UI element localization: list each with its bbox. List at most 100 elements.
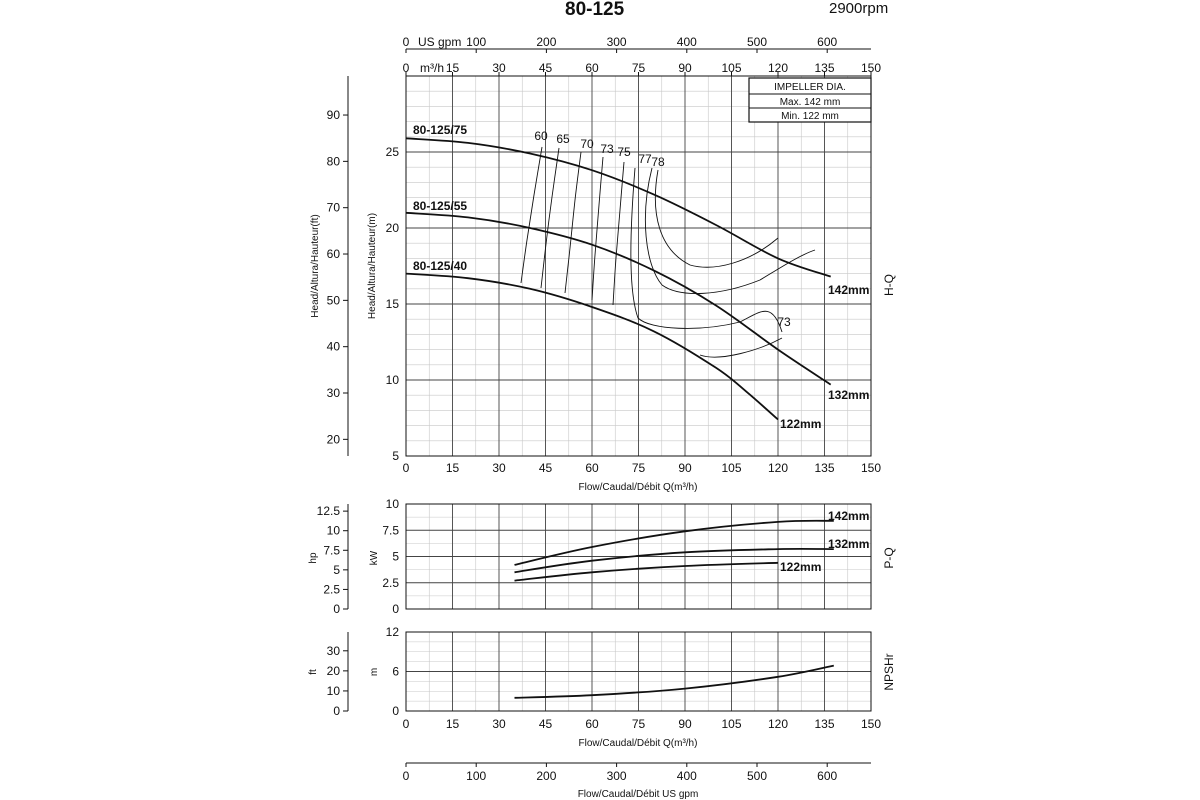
hq-x-tick-label: 30 <box>492 461 506 475</box>
pq-kw-axis-label: kW <box>369 550 380 565</box>
top-m3h-tick-label: 0 <box>403 61 410 75</box>
ft-axis-tick-label: 90 <box>327 108 341 122</box>
impeller-legend-title: IMPELLER DIA. <box>774 82 846 93</box>
hp-axis-tick-label: 12.5 <box>317 504 341 518</box>
hp-axis-label: hp <box>308 552 319 564</box>
efficiency-iso-line <box>654 169 779 268</box>
hq-x-tick-label: 15 <box>446 461 460 475</box>
pq-kw-tick-label: 7.5 <box>382 523 399 537</box>
npsh-m-tick-label: 6 <box>392 665 399 679</box>
efficiency-iso-line <box>591 156 604 301</box>
hq-x-tick-label: 75 <box>632 461 646 475</box>
npsh-x-tick-label: 120 <box>768 717 788 731</box>
hq-x-tick-label: 150 <box>861 461 881 475</box>
npsh-ft-axis-label: ft <box>308 669 319 675</box>
top-gpm-unit-label: US gpm <box>418 35 461 49</box>
hq-curve-model-label: 80-125/55 <box>413 199 467 213</box>
ft-axis-tick-label: 40 <box>327 340 341 354</box>
efficiency-label: 70 <box>580 137 594 151</box>
hp-axis-tick-label: 2.5 <box>323 582 340 596</box>
hp-axis-tick-label: 10 <box>327 524 341 538</box>
top-m3h-tick-label: 135 <box>814 61 834 75</box>
hq-curve-model-label: 80-125/75 <box>413 123 467 137</box>
hq-curve-122mm <box>405 272 779 421</box>
npsh-x-tick-label: 150 <box>861 717 881 731</box>
hq-y-tick-label: 15 <box>386 297 400 311</box>
npsh-x-tick-label: 45 <box>539 717 553 731</box>
npsh-x-tick-label: 135 <box>814 717 834 731</box>
pq-section-label: P-Q <box>882 547 896 568</box>
npsh-x-tick-label: 105 <box>721 717 741 731</box>
npsh-x-tick-label: 75 <box>632 717 646 731</box>
efficiency-label: 75 <box>617 145 631 159</box>
hp-axis-tick-label: 5 <box>333 563 340 577</box>
efficiency-iso-line <box>520 146 543 284</box>
top-m3h-tick-label: 15 <box>446 61 460 75</box>
efficiency-iso-line <box>699 337 783 358</box>
npsh-x-tick-label: 90 <box>678 717 692 731</box>
efficiency-iso-line <box>630 167 783 333</box>
bottom-gpm-tick-label: 200 <box>536 769 556 783</box>
ft-axis-tick-label: 20 <box>327 432 341 446</box>
pq-kw-tick-label: 0 <box>392 602 399 616</box>
hq-curve-142mm <box>405 137 831 278</box>
npsh-x-tick-label: 15 <box>446 717 460 731</box>
pq-curve-142mm <box>514 519 834 566</box>
top-gpm-tick-label: 400 <box>677 35 697 49</box>
bottom-gpm-tick-label: 500 <box>747 769 767 783</box>
npsh-ft-tick-label: 0 <box>333 704 340 718</box>
pq-kw-tick-label: 2.5 <box>382 576 399 590</box>
hq-plot-frame <box>405 75 872 457</box>
hq-curve-diameter-label: 132mm <box>828 388 869 402</box>
hq-x-tick-label: 120 <box>768 461 788 475</box>
top-m3h-tick-label: 45 <box>539 61 553 75</box>
hq-curve-132mm <box>405 211 832 386</box>
ft-axis-tick-label: 70 <box>327 201 341 215</box>
impeller-legend-min: Min. 122 mm <box>781 111 839 122</box>
speed-label: 2900rpm <box>829 0 889 17</box>
npsh-x-tick-label: 30 <box>492 717 506 731</box>
npsh-x-axis-label: Flow/Caudal/Débit Q(m³/h) <box>579 738 698 749</box>
top-gpm-tick-label: 100 <box>466 35 486 49</box>
bottom-gpm-tick-label: 300 <box>607 769 627 783</box>
ft-axis-tick-label: 30 <box>327 386 341 400</box>
hq-x-tick-label: 0 <box>403 461 410 475</box>
npsh-section-label: NPSHr <box>882 653 896 690</box>
hq-x-tick-label: 45 <box>539 461 553 475</box>
hq-y-tick-label: 10 <box>386 373 400 387</box>
hq-x-axis-label: Flow/Caudal/Débit Q(m³/h) <box>579 482 698 493</box>
bottom-gpm-axis-label: Flow/Caudal/Débit US gpm <box>578 789 699 800</box>
top-m3h-unit-label: m³/h <box>420 61 444 75</box>
bottom-gpm-tick-label: 600 <box>817 769 837 783</box>
pq-curve-diameter-label: 132mm <box>828 537 869 551</box>
top-m3h-tick-label: 75 <box>632 61 646 75</box>
efficiency-label: 65 <box>556 132 570 146</box>
hq-curve-diameter-label: 142mm <box>828 283 869 297</box>
hq-y-tick-label: 25 <box>386 145 400 159</box>
pq-curve-diameter-label: 142mm <box>828 509 869 523</box>
top-m3h-tick-label: 105 <box>721 61 741 75</box>
hq-section-label: H-Q <box>882 274 896 296</box>
npsh-m-axis-label: m <box>369 668 380 676</box>
top-m3h-tick-label: 150 <box>861 61 881 75</box>
ft-axis-tick-label: 50 <box>327 293 341 307</box>
pq-curve-diameter-label: 122mm <box>780 560 821 574</box>
hq-curve-model-label: 80-125/40 <box>413 259 467 273</box>
efficiency-iso-line <box>540 147 560 289</box>
npsh-x-tick-label: 60 <box>585 717 599 731</box>
hp-axis-tick-label: 7.5 <box>323 543 340 557</box>
hq-y-tick-label: 5 <box>392 449 399 463</box>
hq-x-tick-label: 135 <box>814 461 834 475</box>
npsh-ft-tick-label: 30 <box>327 644 341 658</box>
efficiency-label: 73 <box>600 142 614 156</box>
efficiency-label: 77 <box>638 152 652 166</box>
top-gpm-tick-label: 600 <box>817 35 837 49</box>
hq-curve-diameter-label: 122mm <box>780 417 821 431</box>
bottom-gpm-tick-label: 400 <box>677 769 697 783</box>
npsh-m-tick-label: 12 <box>386 625 400 639</box>
efficiency-label: 60 <box>534 129 548 143</box>
chart-title: 80-125 <box>565 0 625 20</box>
efficiency-label: 78 <box>651 155 665 169</box>
top-gpm-tick-label: 200 <box>536 35 556 49</box>
